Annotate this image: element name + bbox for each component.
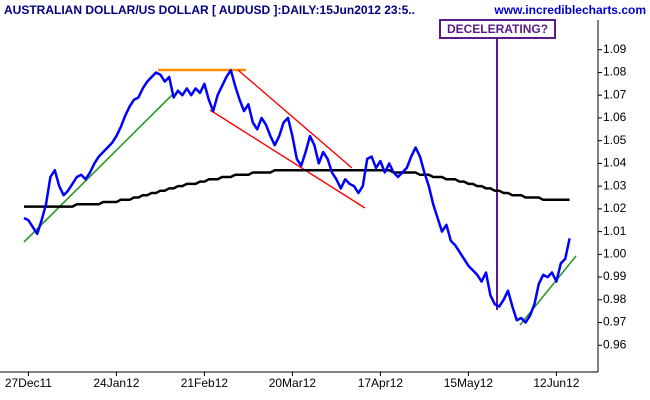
y-tick-label: 1.08 [603, 65, 627, 79]
price-line [23, 68, 571, 324]
moving-average-line [24, 168, 570, 208]
x-tick-label: 17Apr12 [358, 376, 404, 390]
chart-title: AUSTRALIAN DOLLAR/US DOLLAR [ AUDUSD ]:D… [4, 3, 415, 17]
x-tick-label: 24Jan12 [93, 376, 139, 390]
y-tick-label: 1.01 [603, 224, 627, 238]
x-tick-label: 12Jun12 [533, 376, 579, 390]
y-tick-label: 1.05 [603, 133, 627, 147]
y-tick-label: 1.02 [603, 201, 627, 215]
x-tick-label: 20Mar12 [269, 376, 317, 390]
plot-area: 0.96 0.97 0.98 0.99 1.00 1.01 1.02 1.03 1.04 1.05… [5, 42, 627, 390]
y-tick-label: 1.09 [603, 42, 627, 56]
chart-subtitle: www.incrediblecharts.com [493, 3, 646, 17]
y-tick-label: 1.00 [603, 247, 627, 261]
x-tick-label: 15May12 [444, 376, 494, 390]
y-tick-label: 1.03 [603, 178, 627, 192]
channel-line [237, 69, 353, 169]
annotation: DECELERATING? [447, 22, 548, 36]
y-tick-label: 1.06 [603, 110, 627, 124]
y-tick-label: 0.97 [603, 315, 627, 329]
y-tick-label: 1.07 [603, 87, 627, 101]
channel-line [209, 109, 366, 209]
annotation-box [439, 19, 556, 39]
x-tick-label: 27Dec11 [5, 376, 52, 390]
trend-line [519, 255, 577, 326]
y-tick-label: 0.98 [603, 292, 627, 306]
y-tick-label: 1.04 [603, 156, 627, 170]
x-tick-label: 21Feb12 [181, 376, 229, 390]
y-tick-label: 0.96 [603, 337, 627, 351]
y-tick-label: 0.99 [603, 269, 627, 283]
trend-line [23, 94, 173, 243]
